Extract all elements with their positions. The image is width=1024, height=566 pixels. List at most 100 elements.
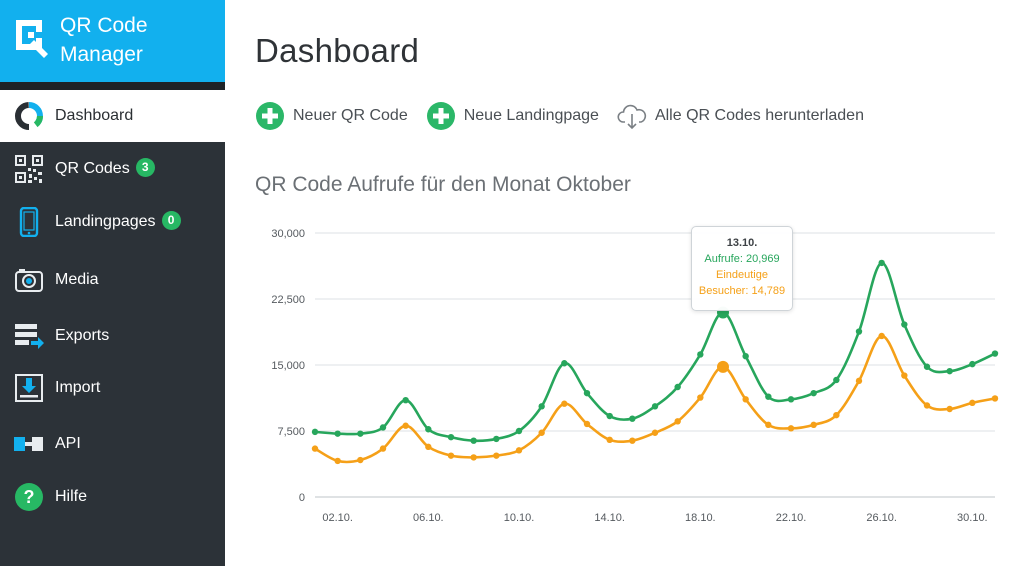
new-landingpage-label: Neue Landingpage — [463, 107, 599, 124]
sidebar-item-label: Media — [55, 271, 99, 288]
x-tick-label: 26.10. — [866, 512, 897, 524]
sidebar-item-landingpages[interactable]: Landingpages 0 — [0, 196, 225, 248]
new-qr-code-button[interactable]: Neuer QR Code — [255, 101, 408, 131]
data-point — [946, 367, 953, 375]
data-point — [787, 425, 795, 432]
x-tick-label: 30.10. — [957, 512, 988, 524]
data-point — [674, 383, 681, 391]
data-point — [629, 415, 636, 422]
data-point — [855, 328, 863, 335]
data-point — [765, 421, 772, 429]
export-icon — [13, 320, 45, 352]
data-point — [379, 445, 387, 452]
plus-circle-icon — [426, 102, 455, 130]
data-point — [901, 321, 908, 328]
data-point — [787, 396, 795, 403]
x-tick-label: 06.10. — [413, 512, 444, 524]
data-point — [470, 454, 477, 461]
x-tick-label: 10.10. — [504, 512, 535, 524]
count-badge: 3 — [135, 158, 155, 177]
main-content: Dashboard Neuer QR Code Neue Landingpage — [225, 0, 1024, 566]
data-point — [674, 418, 681, 425]
action-bar: Neuer QR Code Neue Landingpage Alle QR C… — [255, 100, 882, 132]
data-point — [878, 259, 885, 267]
sidebar-item-label-text: QR Codes — [55, 160, 130, 177]
data-point — [470, 437, 477, 444]
help-icon: ? — [13, 481, 45, 513]
y-tick-label: 30,000 — [271, 228, 305, 240]
data-point — [855, 377, 863, 385]
qr-code-icon — [13, 153, 45, 185]
data-point — [334, 457, 341, 465]
data-point — [425, 426, 432, 433]
sidebar-item-label: QR Codes 3 — [55, 143, 155, 195]
app-title-line1: QR Code — [60, 14, 148, 37]
series-line-besucher — [314, 334, 996, 464]
data-point — [402, 397, 409, 404]
data-point — [311, 428, 319, 436]
data-point — [742, 396, 749, 403]
data-point — [606, 436, 613, 443]
cloud-download-icon — [617, 104, 647, 130]
page-title: Dashboard — [255, 32, 420, 69]
x-tick-label: 22.10. — [776, 512, 807, 524]
data-point — [561, 400, 568, 407]
sidebar-item-exports[interactable]: Exports — [0, 310, 225, 362]
data-point — [923, 363, 931, 370]
download-all-qr-codes-label: Alle QR Codes herunterladen — [654, 107, 864, 124]
data-point — [357, 430, 364, 437]
data-point — [901, 372, 908, 379]
sidebar-item-label: Landingpages 0 — [55, 196, 181, 248]
data-point — [583, 420, 591, 428]
download-all-qr-codes-button[interactable]: Alle QR Codes herunterladen — [617, 101, 864, 131]
sidebar-divider — [0, 82, 225, 90]
sidebar-item-api[interactable]: API — [0, 418, 225, 470]
import-icon — [13, 372, 45, 404]
sidebar-item-label: Exports — [55, 327, 110, 344]
x-tick-label: 02.10. — [322, 512, 353, 524]
data-point — [538, 403, 545, 410]
sidebar-item-dashboard[interactable]: Dashboard — [0, 90, 225, 142]
x-tick-label: 14.10. — [594, 512, 625, 524]
data-point — [697, 394, 704, 401]
sidebar-item-qr-codes[interactable]: QR Codes 3 — [0, 143, 225, 195]
data-point — [878, 332, 885, 340]
new-qr-code-label: Neuer QR Code — [293, 107, 408, 124]
data-point — [447, 433, 455, 441]
data-point — [538, 429, 545, 436]
data-point — [991, 395, 999, 402]
sidebar-item-label: Hilfe — [55, 488, 88, 505]
y-tick-label: 22,500 — [271, 294, 305, 306]
sidebar-item-media[interactable]: Media — [0, 254, 225, 306]
data-point — [379, 424, 387, 431]
y-tick-label: 0 — [299, 492, 305, 504]
sidebar-item-import[interactable]: Import — [0, 362, 225, 414]
data-point — [493, 452, 500, 459]
new-landingpage-button[interactable]: Neue Landingpage — [426, 101, 599, 131]
data-point — [651, 429, 659, 436]
data-point — [742, 353, 749, 360]
y-tick-label: 15,000 — [271, 360, 305, 372]
logo-icon — [16, 20, 48, 58]
svg-text:?: ? — [24, 487, 35, 507]
tooltip-date: 13.10. — [726, 237, 758, 249]
x-tick-label: 18.10. — [685, 512, 716, 524]
sidebar: QR Code Manager Dashboard — [0, 0, 225, 566]
sidebar-item-hilfe[interactable]: ? Hilfe — [0, 471, 225, 523]
sidebar-item-label: Import — [55, 379, 101, 396]
sidebar-item-label-text: Landingpages — [55, 213, 156, 230]
sidebar-item-label: API — [55, 435, 81, 452]
y-tick-label: 7,500 — [277, 426, 305, 438]
tooltip-besucher-value: Besucher: 14,789 — [698, 285, 786, 297]
app-title-line2: Manager — [60, 43, 143, 66]
api-icon — [13, 428, 45, 460]
data-point — [402, 422, 409, 429]
data-point — [334, 430, 341, 437]
data-point — [629, 437, 636, 444]
brand-header[interactable]: QR Code Manager — [0, 0, 225, 82]
data-point — [717, 360, 729, 373]
data-point — [810, 389, 817, 397]
data-point — [311, 445, 319, 452]
data-point — [515, 427, 523, 435]
